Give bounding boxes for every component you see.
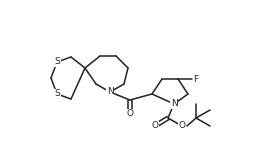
Text: N: N (171, 99, 177, 109)
Text: N: N (107, 87, 113, 97)
Text: O: O (127, 110, 133, 118)
Text: O: O (178, 122, 185, 131)
Text: S: S (54, 89, 60, 98)
Text: O: O (151, 122, 158, 131)
Text: S: S (54, 58, 60, 66)
Text: F: F (193, 75, 198, 83)
